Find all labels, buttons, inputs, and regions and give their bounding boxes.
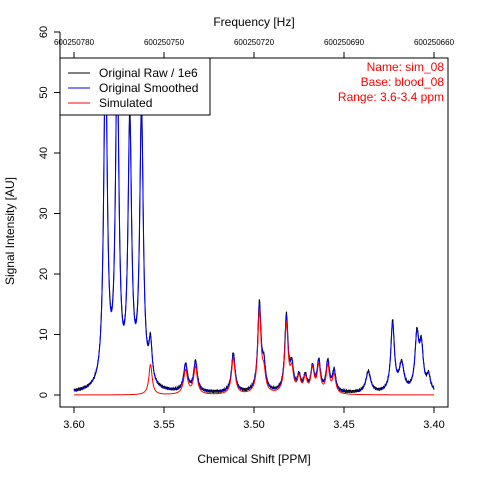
y-tick-label: 20 [38,268,50,280]
top-tick-label: 600250780 [54,38,95,47]
y-tick-label: 60 [38,26,50,38]
y-tick-label: 50 [38,86,50,98]
y-tick-label: 40 [38,147,50,159]
top-tick-label: 600250690 [324,38,365,47]
plot-area [73,58,435,396]
top-axis-title: Frequency [Hz] [213,15,294,29]
info-line: Range: 3.6-3.4 ppm [338,90,444,104]
y-tick-label: 10 [38,328,50,340]
series-group [73,58,435,396]
axes: 3.60 3.55 3.50 3.45 3.40 0 10 20 30 40 50 60 6002507… [38,26,455,431]
info-line: Name: sim_08 [367,60,445,74]
x-tick-label: 3.50 [243,419,264,431]
x-tick-label: 3.60 [63,419,84,431]
y-tick-label: 0 [38,392,50,398]
y-axis-title: Signal Intensity [AU] [3,177,17,285]
legend-label: Original Raw / 1e6 [99,66,198,80]
y-tick-label: 30 [38,207,50,219]
x-tick-label: 3.45 [333,419,354,431]
x-tick-label: 3.40 [423,419,444,431]
top-tick-label: 600250750 [144,38,185,47]
info-line: Base: blood_08 [361,75,445,89]
legend-box [59,57,211,116]
series-simulated-line [74,308,434,396]
top-tick-label: 600250660 [414,38,455,47]
legend-label: Simulated [99,96,152,110]
x-axis-title: Chemical Shift [PPM] [197,452,310,466]
series-smoothed-line [73,58,435,393]
top-tick-label: 600250720 [234,38,275,47]
legend-label: Original Smoothed [99,81,198,95]
x-tick-label: 3.55 [153,419,174,431]
